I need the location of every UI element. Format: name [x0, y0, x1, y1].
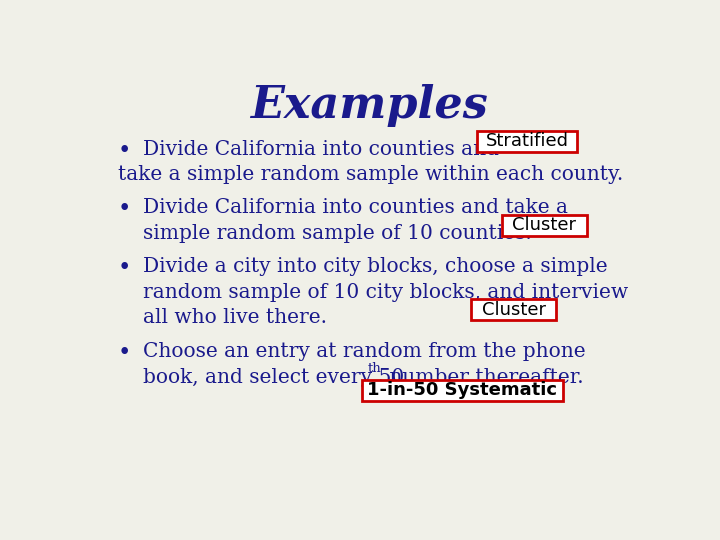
FancyBboxPatch shape [502, 215, 587, 235]
Text: random sample of 10 city blocks, and interview: random sample of 10 city blocks, and int… [143, 282, 628, 302]
Text: •: • [118, 257, 131, 279]
FancyBboxPatch shape [471, 299, 556, 320]
Text: •: • [118, 342, 131, 364]
FancyBboxPatch shape [362, 380, 562, 401]
Text: Stratified: Stratified [485, 132, 568, 150]
Text: •: • [118, 140, 131, 161]
Text: Cluster: Cluster [512, 217, 576, 234]
Text: book, and select every 50: book, and select every 50 [143, 368, 404, 387]
Text: number thereafter.: number thereafter. [383, 368, 584, 387]
Text: take a simple random sample within each county.: take a simple random sample within each … [118, 165, 623, 185]
Text: Divide California into counties and: Divide California into counties and [143, 140, 499, 159]
Text: Divide California into counties and take a: Divide California into counties and take… [143, 198, 568, 217]
Text: Choose an entry at random from the phone: Choose an entry at random from the phone [143, 342, 585, 361]
Text: all who live there.: all who live there. [143, 308, 327, 327]
Text: •: • [118, 198, 131, 220]
Text: Divide a city into city blocks, choose a simple: Divide a city into city blocks, choose a… [143, 257, 608, 276]
FancyBboxPatch shape [477, 131, 577, 152]
Text: Cluster: Cluster [482, 301, 546, 319]
Text: th: th [367, 362, 381, 375]
Text: 1-in-50 Systematic: 1-in-50 Systematic [367, 381, 557, 400]
Text: Examples: Examples [250, 84, 488, 126]
Text: simple random sample of 10 counties.: simple random sample of 10 counties. [143, 224, 532, 242]
